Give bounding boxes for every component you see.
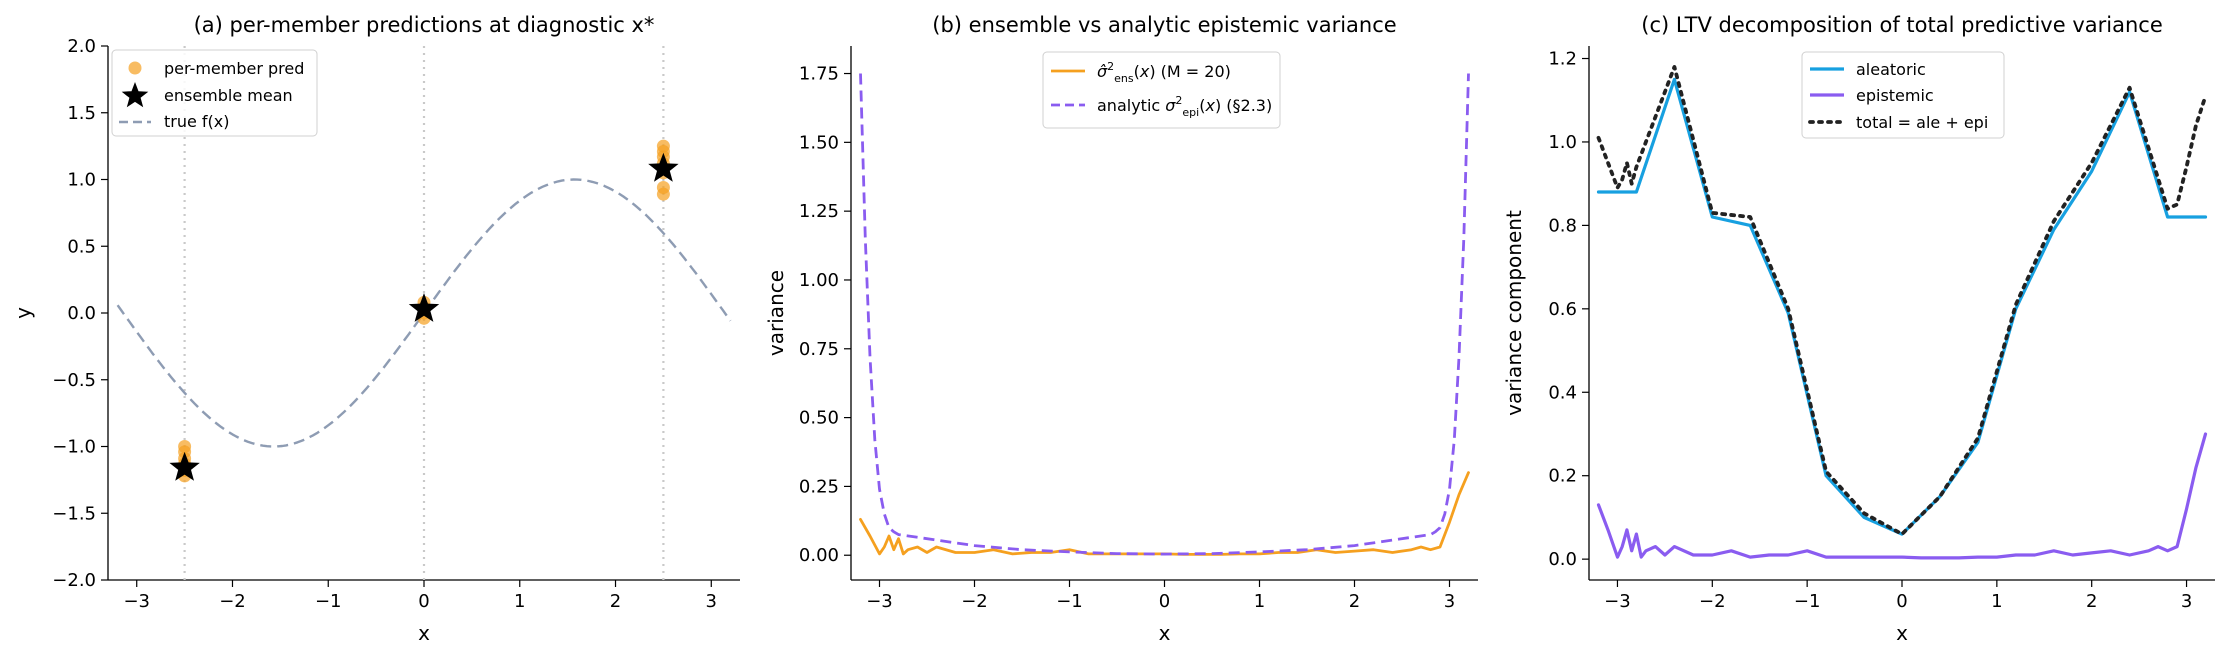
y-tick-label: 1.0	[1548, 132, 1577, 153]
y-tick-label: 1.50	[799, 132, 839, 153]
panel-2: (b) ensemble vs analytic epistemic varia…	[764, 13, 1478, 645]
legend: σ̂2ens(x) (M = 20) analytic σ2epi(x) (§2.…	[1042, 51, 1281, 129]
y-tick-label: 0.75	[799, 339, 839, 360]
plot-area	[1596, 65, 2208, 560]
y-tick-label: 0.0	[1548, 549, 1577, 570]
series-line-epistemic	[1596, 432, 2208, 560]
x-tick-label: −3	[1604, 591, 1631, 612]
x-tick-label: 2	[610, 591, 621, 612]
legend-marker-member	[128, 61, 142, 75]
y-tick-label: 0.8	[1548, 215, 1577, 236]
y-tick-label: 2.0	[67, 36, 96, 57]
y-tick-label: 1.2	[1548, 49, 1577, 70]
x-tick-label: 3	[2181, 591, 2192, 612]
x-tick-label: −3	[866, 591, 893, 612]
y-tick-label: 0.50	[799, 408, 839, 429]
x-tick-label: 0	[418, 591, 429, 612]
legend-label: true f(x)	[164, 112, 230, 131]
y-axis-label: variance	[764, 270, 788, 356]
y-tick-label: 0.6	[1548, 299, 1577, 320]
y-axis-label: y	[11, 307, 35, 319]
series-line-analytic	[859, 73, 1470, 556]
series-line-aleatoric	[1596, 77, 2208, 536]
ensemble-mean-star	[408, 293, 440, 322]
x-tick-label: −2	[219, 591, 246, 612]
x-tick-label: 1	[1254, 591, 1265, 612]
legend-label: per-member pred	[164, 59, 304, 78]
y-tick-label: −1.5	[52, 503, 96, 524]
x-tick-label: −1	[315, 591, 342, 612]
y-tick-label: 1.25	[799, 201, 839, 222]
x-axis-label: x	[418, 621, 430, 645]
legend-marker-star	[121, 82, 149, 108]
legend-label: σ̂2ens(x) (M = 20)	[1097, 60, 1231, 85]
chart-title: (a) per-member predictions at diagnostic…	[194, 13, 655, 37]
x-tick-label: −2	[1699, 591, 1726, 612]
x-tick-label: 3	[1444, 591, 1455, 612]
plot-area	[116, 46, 732, 580]
x-tick-label: 3	[706, 591, 717, 612]
y-tick-label: 0.2	[1548, 466, 1577, 487]
legend-label: total = ale + epi	[1856, 113, 1988, 132]
y-tick-label: 1.0	[67, 170, 96, 191]
x-tick-label: 2	[2086, 591, 2097, 612]
legend: aleatoric epistemic total = ale + epi	[1801, 51, 2005, 139]
x-tick-label: 1	[514, 591, 525, 612]
x-tick-label: 0	[1159, 591, 1170, 612]
legend-label: ensemble mean	[164, 86, 293, 105]
y-tick-label: 0.00	[799, 545, 839, 566]
legend-label: aleatoric	[1856, 60, 1926, 79]
y-tick-label: 0.0	[67, 303, 96, 324]
x-axis-label: x	[1896, 621, 1908, 645]
member-point	[656, 181, 670, 195]
x-tick-label: 0	[1896, 591, 1907, 612]
x-tick-label: 1	[1991, 591, 2002, 612]
y-tick-label: 1.75	[799, 64, 839, 85]
legend-frame	[1042, 51, 1281, 129]
panel-3: (c) LTV decomposition of total predictiv…	[1502, 13, 2215, 645]
member-point	[178, 440, 192, 453]
x-tick-label: −1	[1056, 591, 1083, 612]
legend-label: epistemic	[1856, 86, 1934, 105]
y-tick-label: 0.4	[1548, 382, 1577, 403]
chart-title: (c) LTV decomposition of total predictiv…	[1641, 13, 2162, 37]
x-tick-label: −3	[123, 591, 150, 612]
series-line-total	[1596, 65, 2208, 536]
y-tick-label: 0.25	[799, 476, 839, 497]
x-tick-label: −2	[961, 591, 988, 612]
y-tick-label: 1.00	[799, 270, 839, 291]
x-axis-label: x	[1159, 621, 1171, 645]
y-tick-label: −1.0	[52, 437, 96, 458]
series-line-ensemble	[859, 471, 1470, 556]
x-tick-label: −1	[1794, 591, 1821, 612]
member-point	[656, 139, 670, 153]
y-axis-label: variance component	[1502, 210, 1526, 416]
ensemble-mean-star	[648, 152, 679, 182]
y-tick-label: −0.5	[52, 370, 96, 391]
y-tick-label: −2.0	[52, 570, 96, 591]
x-tick-label: 2	[1349, 591, 1360, 612]
y-tick-label: 0.5	[67, 236, 96, 257]
y-tick-label: 1.5	[67, 103, 96, 124]
legend-frame	[111, 49, 318, 137]
plot-area	[859, 73, 1470, 556]
legend-frame	[1801, 51, 2005, 139]
ensemble-mean-star	[169, 451, 200, 481]
panel-1: (a) per-member predictions at diagnostic…	[11, 13, 740, 645]
legend: per-member pred ensemble mean true f(x)	[111, 49, 318, 137]
legend-label: analytic σ2epi(x) (§2.3)	[1097, 94, 1272, 119]
chart-title: (b) ensemble vs analytic epistemic varia…	[932, 13, 1396, 37]
